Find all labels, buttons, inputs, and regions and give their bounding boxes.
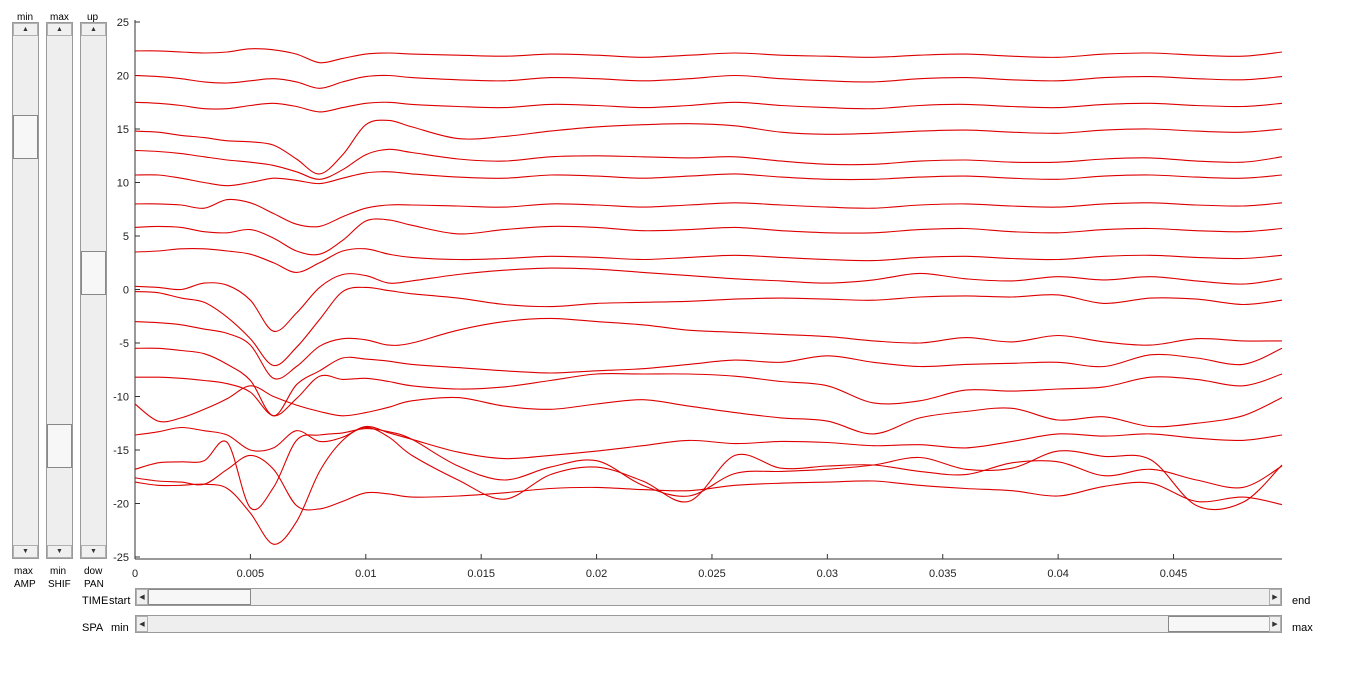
shift-slider-thumb[interactable]: [47, 423, 72, 468]
shift-bottom-label-1: min: [50, 566, 67, 577]
x-tick-label: 0.005: [237, 568, 265, 580]
trace-line-8: [134, 218, 1283, 256]
trace-line-15: [134, 385, 1283, 435]
time-slider[interactable]: ◀ ▶: [135, 588, 1282, 606]
amp-slider[interactable]: ▲ ▼: [12, 22, 39, 559]
y-tick-label: 25: [117, 17, 129, 29]
y-tick-label: 20: [117, 71, 129, 83]
time-slider-thumb[interactable]: [148, 589, 251, 605]
trace-line-3: [134, 101, 1283, 113]
x-tick-label: 0.02: [586, 568, 607, 580]
trace-line-2: [134, 74, 1283, 89]
time-slider-name: TIME: [82, 595, 109, 607]
x-tick-label: 0.015: [467, 568, 495, 580]
shift-slider[interactable]: ▲ ▼: [46, 22, 73, 559]
time-end-label: end: [1292, 595, 1311, 607]
shift-up-arrow-icon[interactable]: ▲: [47, 23, 72, 36]
trace-line-4: [134, 119, 1283, 175]
space-slider[interactable]: ◀ ▶: [135, 615, 1282, 633]
y-tick-label: 5: [123, 231, 129, 243]
x-tick-label: 0.045: [1160, 568, 1188, 580]
space-right-arrow-icon[interactable]: ▶: [1269, 616, 1281, 632]
shift-top-label: max: [50, 12, 69, 23]
trace-line-5: [134, 148, 1283, 180]
pan-slider-thumb[interactable]: [81, 250, 106, 295]
y-tick-label: -25: [113, 552, 129, 564]
space-slider-name: SPA: [82, 622, 104, 634]
shift-down-arrow-icon[interactable]: ▼: [47, 545, 72, 558]
pan-slider[interactable]: ▲ ▼: [80, 22, 107, 559]
y-tick-label: 15: [117, 124, 129, 136]
y-tick-label: -10: [113, 392, 129, 404]
space-left-arrow-icon[interactable]: ◀: [136, 616, 148, 632]
pan-top-label: up: [87, 12, 99, 23]
y-tick-label: 10: [117, 178, 129, 190]
amp-down-arrow-icon[interactable]: ▼: [13, 545, 38, 558]
trace-line-7: [134, 198, 1283, 228]
pan-up-arrow-icon[interactable]: ▲: [81, 23, 106, 36]
y-tick-label: -15: [113, 445, 129, 457]
space-min-label: min: [111, 622, 129, 634]
trace-line-6: [134, 171, 1283, 187]
x-tick-label: 0.04: [1047, 568, 1068, 580]
y-tick-label: 0: [123, 285, 129, 297]
shift-bottom-label-2: SHIF: [48, 579, 71, 590]
x-tick-label: 0.025: [698, 568, 726, 580]
trace-line-17: [134, 428, 1283, 511]
amp-bottom-label-2: AMP: [14, 579, 36, 590]
time-left-arrow-icon[interactable]: ◀: [136, 589, 148, 605]
time-start-label: start: [109, 595, 131, 607]
trace-line-9: [134, 248, 1283, 273]
trace-line-14: [134, 373, 1283, 417]
pan-bottom-label-2: PAN: [84, 579, 104, 590]
amp-up-arrow-icon[interactable]: ▲: [13, 23, 38, 36]
time-right-arrow-icon[interactable]: ▶: [1269, 589, 1281, 605]
trace-line-10: [134, 267, 1283, 332]
trace-line-12: [134, 317, 1283, 380]
pan-bottom-label-1: dow: [84, 566, 103, 577]
trace-line-13: [134, 347, 1283, 417]
x-tick-label: 0.03: [817, 568, 838, 580]
y-tick-label: -20: [113, 499, 129, 511]
trace-line-16: [134, 425, 1283, 460]
trace-line-18: [134, 454, 1283, 511]
amp-slider-thumb[interactable]: [13, 115, 38, 160]
trace-line-11: [134, 286, 1283, 367]
x-tick-label: 0: [132, 568, 138, 580]
space-max-label: max: [1292, 622, 1313, 634]
trace-line-19: [134, 426, 1283, 545]
amp-bottom-label-1: max: [14, 566, 33, 577]
x-tick-label: 0.01: [355, 568, 376, 580]
space-slider-thumb[interactable]: [1168, 616, 1271, 632]
x-tick-label: 0.035: [929, 568, 957, 580]
pan-down-arrow-icon[interactable]: ▼: [81, 545, 106, 558]
trace-line-1: [134, 48, 1283, 64]
amp-top-label: min: [17, 12, 34, 23]
y-tick-label: -5: [119, 338, 129, 350]
